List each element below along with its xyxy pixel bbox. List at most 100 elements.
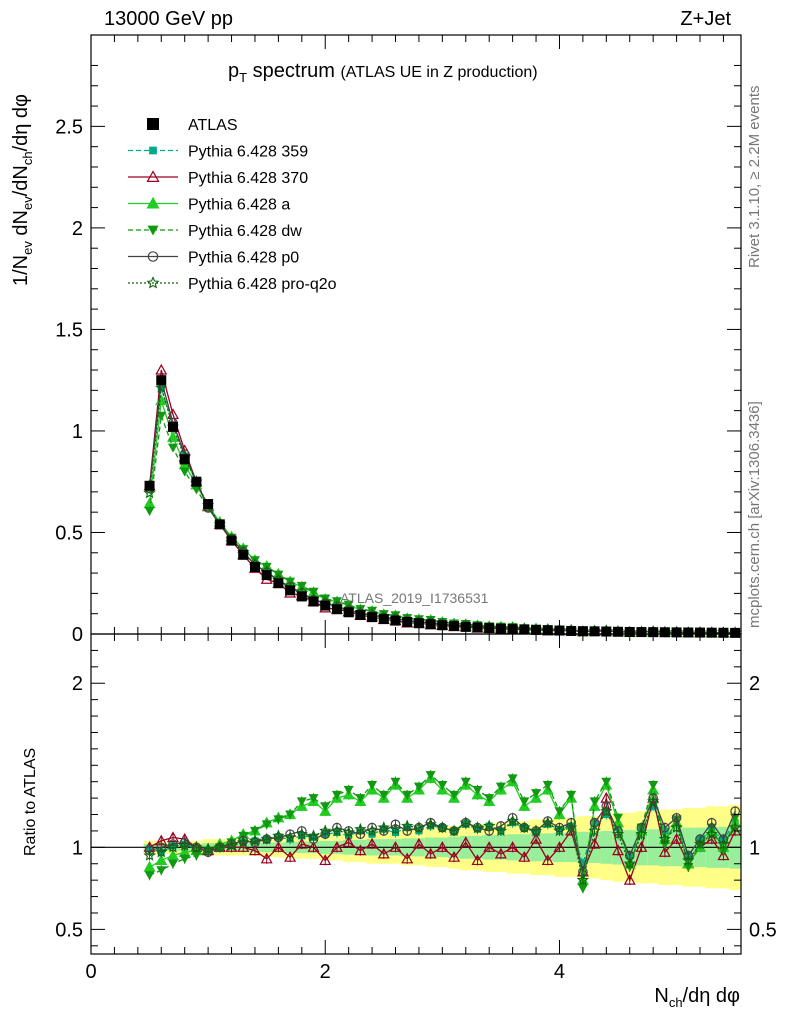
- atlas-data-point: [343, 607, 354, 618]
- series-ratio-point-pythia-6-428-dw: [495, 782, 506, 792]
- atlas-data-point: [296, 591, 307, 602]
- series-ratio-point-pythia-6-428-a: [155, 854, 168, 866]
- series-ratio-point-pythia-6-428-dw: [191, 851, 202, 861]
- series-ratio-point-pythia-6-428-dw: [437, 780, 448, 790]
- series-ratio-point-pythia-6-428-pro-q2o: [225, 839, 238, 851]
- atlas-data-point: [167, 421, 178, 432]
- series-ratio-point-pythia-6-428-pro-q2o: [389, 822, 402, 835]
- series-ratio-point-pythia-6-428-pro-q2o: [283, 831, 297, 843]
- atlas-data-point: [214, 519, 225, 530]
- series-ratio-point-pythia-6-428-370: [518, 850, 531, 862]
- legend-marker: [146, 276, 160, 289]
- series-ratio-point-pythia-6-428-dw: [378, 790, 389, 800]
- series-ratio-point-pythia-6-428-dw: [261, 820, 272, 830]
- series-ratio-point-pythia-6-428-dw: [601, 777, 612, 787]
- series-ratio-point-pythia-6-428-pro-q2o: [190, 840, 203, 853]
- series-ratio-point-pythia-6-428-370: [506, 841, 519, 852]
- series-ratio-point-pythia-6-428-pro-q2o: [647, 794, 660, 807]
- series-ratio-point-pythia-6-428-370: [483, 841, 496, 852]
- series-ratio-point-pythia-6-428-370: [448, 850, 461, 862]
- atlas-data-point: [331, 604, 342, 615]
- title-p: p: [228, 60, 240, 82]
- atlas-data-point: [191, 476, 202, 487]
- ylabel-part: dN: [10, 210, 32, 242]
- xlabel-sub: ch: [668, 995, 683, 1010]
- x-axis-label: Nch/dη dφ: [654, 985, 740, 1010]
- atlas-data-point: [589, 626, 600, 637]
- x-tick-label: 2: [320, 961, 331, 983]
- series-ratio-point-pythia-6-428-a: [143, 860, 156, 872]
- series-point-pythia-6-428-dw: [144, 506, 155, 516]
- series-ratio-point-pythia-6-428-pro-q2o: [447, 824, 461, 837]
- series-ratio-point-pythia-6-428-370: [377, 847, 390, 859]
- series-ratio-point-pythia-6-428-pro-q2o: [705, 827, 718, 840]
- xlabel-part: N: [654, 985, 669, 1007]
- atlas-data-point: [144, 480, 155, 491]
- series-ratio-point-pythia-6-428-370: [471, 854, 484, 866]
- legend-marker: [146, 196, 160, 209]
- series-ratio-point-pythia-6-428-dw: [683, 863, 694, 873]
- series-ratio-point-pythia-6-428-pro-q2o: [412, 821, 426, 833]
- atlas-data-point: [495, 623, 506, 634]
- atlas-data-point: [308, 596, 319, 607]
- series-ratio-point-pythia-6-428-pro-q2o: [178, 839, 191, 851]
- main-y-tick-label: 1.5: [55, 319, 83, 341]
- legend-label: Pythia 6.428 dw: [188, 223, 302, 240]
- atlas-data-point: [320, 600, 331, 611]
- series-ratio-point-pythia-6-428-p0: [730, 806, 740, 817]
- series-ratio-point-pythia-6-428-pro-q2o: [272, 829, 285, 842]
- series-ratio-point-pythia-6-428-370: [412, 837, 425, 849]
- ratio-y-tick-label-left: 2: [72, 673, 83, 695]
- series-ratio-point-pythia-6-428-dw: [519, 797, 530, 807]
- legend-marker: [147, 118, 159, 130]
- ylabel-part: 1/N: [10, 254, 32, 286]
- header-energy-label: 13000 GeV pp: [104, 8, 233, 30]
- series-ratio-point-pythia-6-428-pro-q2o: [459, 816, 472, 828]
- series-ratio-point-pythia-6-428-dw: [554, 807, 565, 817]
- ratio-panel-frame: [90, 633, 742, 955]
- series-point-pythia-6-428-370: [155, 363, 168, 375]
- series-ratio-point-pythia-6-428-pro-q2o: [635, 827, 648, 840]
- atlas-data-point: [367, 612, 378, 623]
- series-ratio-point-pythia-6-428-dw: [144, 871, 155, 881]
- series-ratio-point-pythia-6-428-dw: [531, 789, 542, 799]
- series-ratio-point-pythia-6-428-dw: [460, 777, 471, 787]
- series-ratio-point-pythia-6-428-dw: [484, 794, 495, 804]
- series-ratio-point-pythia-6-428-pro-q2o: [682, 854, 695, 866]
- series-ratio-point-pythia-6-428-370: [424, 847, 437, 859]
- series-ratio-point-pythia-6-428-dw: [413, 782, 424, 792]
- series-ratio-point-pythia-6-428-370: [459, 836, 472, 848]
- series-ratio-point-pythia-6-428-dw: [718, 846, 729, 856]
- series-ratio-point-pythia-6-428-pro-q2o: [471, 821, 484, 833]
- main-y-tick-label: 0.5: [55, 522, 83, 544]
- series-ratio-point-pythia-6-428-370: [612, 844, 625, 856]
- series-ratio-point-pythia-6-428-pro-q2o: [143, 849, 156, 861]
- atlas-data-point: [425, 619, 436, 630]
- atlas-data-point: [472, 622, 483, 633]
- ylabel-part: /dN: [10, 165, 32, 197]
- series-ratio-point-pythia-6-428-dw: [648, 780, 659, 790]
- legend-label: Pythia 6.428 pro-q2o: [188, 276, 337, 293]
- series-ratio-point-pythia-6-428-pro-q2o: [354, 822, 367, 835]
- series-ratio-point-pythia-6-428-pro-q2o: [342, 826, 355, 838]
- main-y-axis-label: 1/Nev dNev/dNch/dη dφ: [10, 94, 35, 286]
- atlas-data-point: [449, 621, 460, 632]
- series-ratio-point-pythia-6-428-pro-q2o: [295, 827, 308, 840]
- atlas-data-point: [390, 615, 401, 626]
- series-ratio-point-pythia-6-428-pro-q2o: [670, 821, 683, 833]
- series-ratio-point-pythia-6-428-370: [553, 841, 566, 852]
- series-ratio-point-pythia-6-428-dw: [589, 797, 600, 807]
- series-ratio-point-pythia-6-428-pro-q2o: [494, 824, 508, 837]
- series-ratio-point-pythia-6-428-dw: [472, 785, 483, 795]
- series-ratio-point-pythia-6-428-dw: [566, 790, 577, 800]
- series-ratio-point-pythia-6-428-370: [295, 837, 308, 849]
- series-ratio-point-pythia-6-428-pro-q2o: [424, 818, 437, 830]
- atlas-data-point: [519, 624, 530, 635]
- series-ratio-point-pythia-6-428-370: [260, 852, 273, 864]
- series-ratio-point-pythia-6-428-370: [541, 854, 554, 866]
- atlas-data-point: [261, 570, 272, 581]
- atlas-data-point: [460, 621, 471, 632]
- title-sub: T: [239, 70, 248, 85]
- series-ratio-point-pythia-6-428-dw: [542, 780, 553, 790]
- legend-label: Pythia 6.428 a: [188, 197, 290, 214]
